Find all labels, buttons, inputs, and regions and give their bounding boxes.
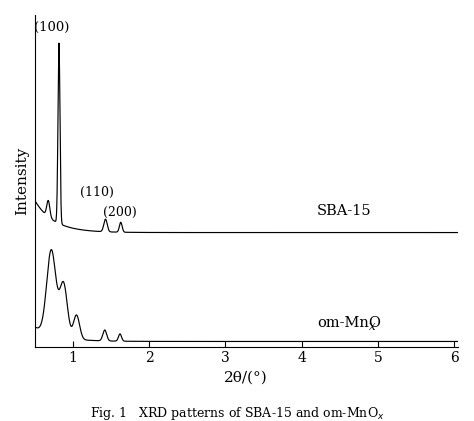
Text: Fig. 1   XRD patterns of SBA-15 and om-MnO$_x$: Fig. 1 XRD patterns of SBA-15 and om-MnO… bbox=[90, 405, 384, 421]
Text: om-MnO: om-MnO bbox=[317, 316, 381, 330]
Text: SBA-15: SBA-15 bbox=[317, 204, 372, 218]
Text: (200): (200) bbox=[103, 206, 137, 219]
X-axis label: 2θ/(°): 2θ/(°) bbox=[224, 371, 268, 385]
Text: x: x bbox=[369, 320, 375, 333]
Y-axis label: Intensity: Intensity bbox=[15, 147, 29, 215]
Text: (110): (110) bbox=[80, 186, 114, 199]
Text: (100): (100) bbox=[34, 21, 69, 34]
